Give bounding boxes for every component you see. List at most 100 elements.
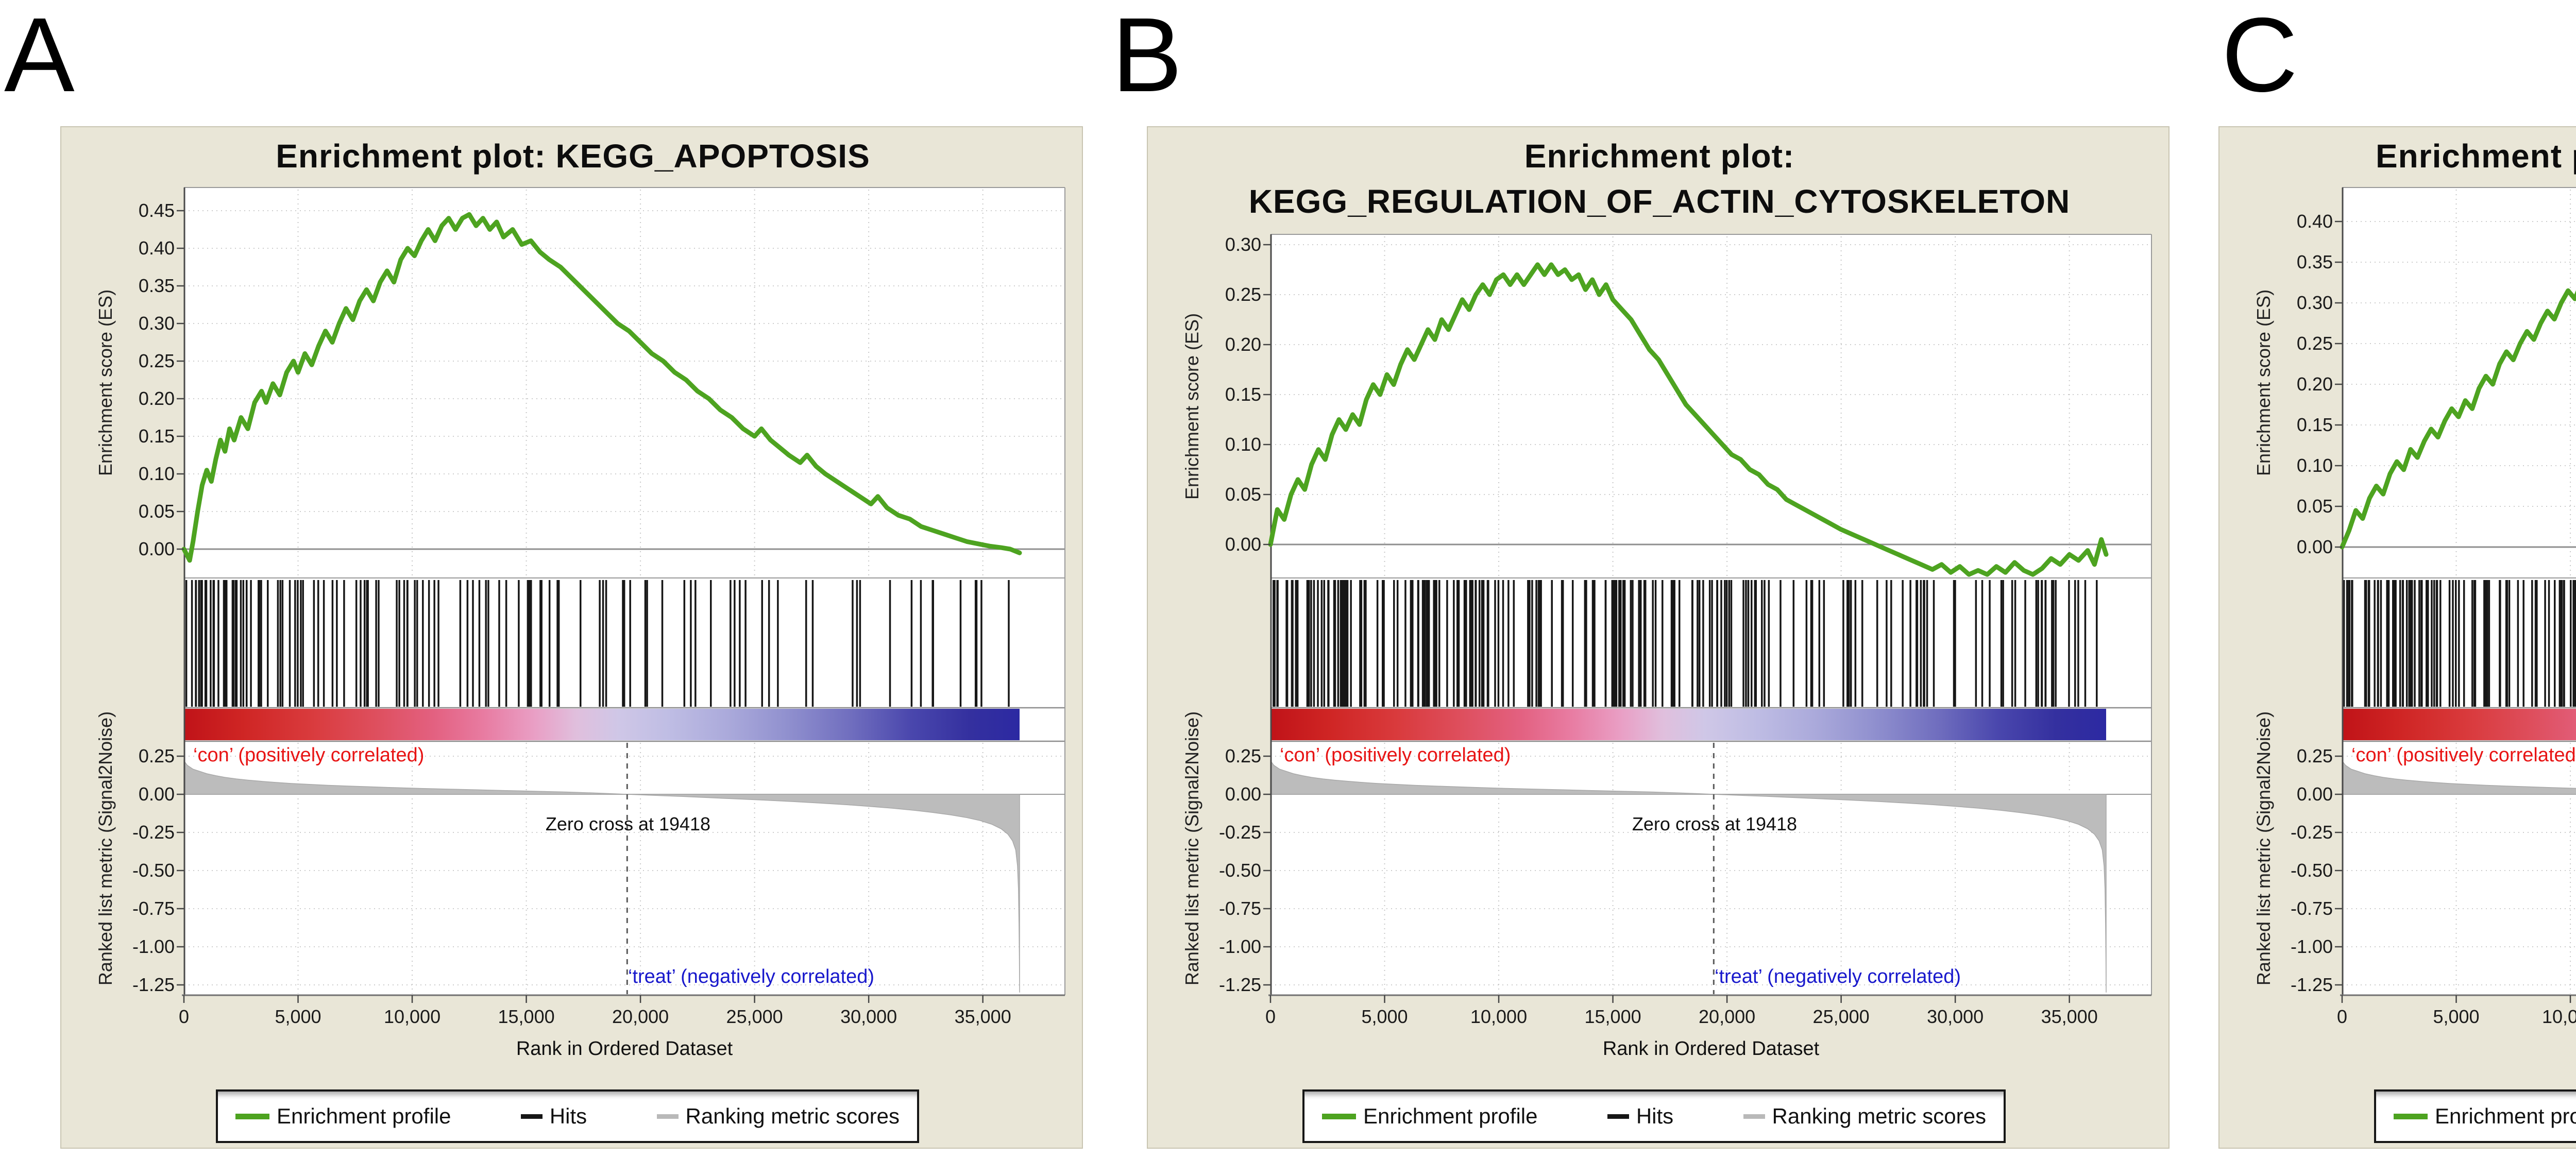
negatively-correlated-annotation: ‘treat’ (negatively correlated) bbox=[628, 966, 875, 987]
positively-correlated-annotation: ‘con’ (positively correlated) bbox=[193, 744, 425, 766]
x-tick-label: 10,000 bbox=[2541, 1006, 2576, 1027]
x-tick-label: 15,000 bbox=[1584, 1006, 1641, 1027]
legend-item-hits: Hits bbox=[1607, 1104, 1673, 1129]
x-tick-label: 5,000 bbox=[275, 1006, 321, 1027]
phenotype-colorbar bbox=[184, 709, 1020, 740]
legend: Enrichment profile Hits Ranking metric s… bbox=[1302, 1089, 2006, 1143]
x-tick-label: 25,000 bbox=[726, 1006, 783, 1027]
legend-label: Enrichment profile bbox=[277, 1104, 451, 1128]
es-tick-label: 0.15 bbox=[138, 425, 175, 447]
hits-line-icon bbox=[1607, 1114, 1629, 1119]
x-tick-label: 5,000 bbox=[2433, 1006, 2480, 1027]
rank-tick-label: -0.50 bbox=[1218, 860, 1261, 881]
x-axis-label: Rank in Ordered Dataset bbox=[1602, 1038, 1820, 1060]
plot-title-line: Enrichment plot: KEGG_APOPTOSIS bbox=[276, 138, 870, 175]
legend-item-ranking-metric: Ranking metric scores bbox=[1743, 1104, 1986, 1129]
x-tick-label: 35,000 bbox=[954, 1006, 1011, 1027]
plot-title: Enrichment plot: KEGG_REGULATION_OF_ACTI… bbox=[1219, 133, 2100, 224]
phenotype-colorbar bbox=[1270, 709, 2106, 740]
es-tick-label: 0.00 bbox=[1225, 534, 1261, 555]
rank-tick-label: -1.00 bbox=[132, 936, 175, 957]
x-tick-label: 15,000 bbox=[498, 1006, 555, 1027]
legend: Enrichment profile Hits Ranking metric s… bbox=[216, 1089, 919, 1143]
es-tick-label: 0.35 bbox=[2296, 251, 2333, 272]
panel-label-a: A bbox=[4, 0, 75, 114]
es-tick-label: 0.45 bbox=[138, 200, 175, 221]
rank-tick-label: 0.00 bbox=[2296, 783, 2333, 805]
enrichment-profile-curve bbox=[2340, 288, 2576, 550]
es-tick-label: 0.30 bbox=[1225, 234, 1261, 255]
rank-tick-label: 0.25 bbox=[1225, 745, 1261, 766]
rank-tick-label: -0.25 bbox=[132, 822, 175, 843]
x-tick-label: 10,000 bbox=[1470, 1006, 1528, 1027]
es-tick-label: 0.30 bbox=[138, 313, 175, 334]
x-axis-label: Rank in Ordered Dataset bbox=[2342, 1038, 2576, 1060]
es-tick-label: 0.40 bbox=[138, 237, 175, 259]
es-tick-label: 0.35 bbox=[138, 275, 175, 296]
rank-tick-label: -0.50 bbox=[2290, 860, 2333, 881]
es-tick-label: 0.20 bbox=[138, 388, 175, 409]
x-tick-label: 25,000 bbox=[1812, 1006, 1870, 1027]
es-tick-label: 0.00 bbox=[138, 538, 175, 559]
legend-item-ranking-metric: Ranking metric scores bbox=[656, 1104, 900, 1129]
x-tick-label: 30,000 bbox=[1927, 1006, 1984, 1027]
x-tick-label: 0 bbox=[178, 1006, 190, 1027]
ranking-metric-line-icon bbox=[1743, 1114, 1765, 1119]
positively-correlated-annotation: ‘con’ (positively correlated) bbox=[2351, 744, 2576, 766]
chart-svg bbox=[2335, 187, 2576, 1003]
rank-tick-label: -1.00 bbox=[2290, 936, 2333, 957]
es-tick-label: 0.25 bbox=[2296, 333, 2333, 354]
es-tick-label: 0.20 bbox=[1225, 334, 1261, 355]
enrichment-plot-panel-a: Enrichment plot: KEGG_APOPTOSIS Enrichme… bbox=[60, 126, 1083, 1149]
ranking-metric-area bbox=[2342, 759, 2576, 795]
es-tick-label: 0.10 bbox=[138, 463, 175, 484]
hits-line-icon bbox=[520, 1114, 543, 1119]
legend-label: Hits bbox=[549, 1104, 587, 1128]
es-tick-label: 0.20 bbox=[2296, 373, 2333, 395]
enrichment-plot-panel-b: Enrichment plot: KEGG_REGULATION_OF_ACTI… bbox=[1147, 126, 2170, 1149]
plot-title-line: KEGG_REGULATION_OF_ACTIN_CYTOSKELETON bbox=[1248, 183, 2071, 220]
es-tick-label: 0.05 bbox=[1225, 484, 1261, 505]
panel-label-c: C bbox=[2222, 0, 2298, 114]
ranking-metric-line-icon bbox=[656, 1114, 679, 1119]
legend-label: Ranking metric scores bbox=[685, 1104, 900, 1128]
enrichment-profile-line-icon bbox=[2394, 1113, 2428, 1119]
chart-svg bbox=[177, 187, 1065, 1003]
x-tick-label: 5,000 bbox=[1361, 1006, 1408, 1027]
x-tick-label: 0 bbox=[1265, 1006, 1276, 1027]
es-tick-label: 0.05 bbox=[138, 501, 175, 522]
legend-label: Enrichment profile bbox=[1363, 1104, 1538, 1128]
rank-tick-label: -1.25 bbox=[1218, 974, 1261, 995]
panel-label-b: B bbox=[1112, 0, 1182, 114]
es-tick-label: 0.30 bbox=[2296, 292, 2333, 313]
x-tick-label: 30,000 bbox=[840, 1006, 897, 1027]
legend: Enrichment profile Hits Ranking metric s… bbox=[2374, 1089, 2576, 1143]
es-tick-label: 0.40 bbox=[2296, 211, 2333, 232]
plot-title: Enrichment plot: KEGG_FOCAL_ADHESION bbox=[2291, 133, 2576, 179]
positively-correlated-annotation: ‘con’ (positively correlated) bbox=[1280, 744, 1511, 766]
ranking-metric-area bbox=[1270, 759, 2107, 993]
plot-title: Enrichment plot: KEGG_APOPTOSIS bbox=[132, 133, 1013, 179]
chart-svg bbox=[1263, 234, 2152, 1003]
x-tick-label: 20,000 bbox=[612, 1006, 669, 1027]
rank-tick-label: -0.25 bbox=[2290, 822, 2333, 843]
rank-tick-label: -0.25 bbox=[1218, 822, 1261, 843]
plot-title-line: Enrichment plot: bbox=[1524, 138, 1795, 175]
plot-background bbox=[1270, 234, 2151, 995]
zero-cross-annotation: Zero cross at 19418 bbox=[1632, 813, 1798, 834]
legend-item-enrichment-profile: Enrichment profile bbox=[1322, 1104, 1537, 1129]
es-tick-label: 0.25 bbox=[138, 350, 175, 371]
enrichment-profile-line-icon bbox=[1322, 1113, 1356, 1119]
rank-tick-label: -0.75 bbox=[2290, 898, 2333, 919]
x-tick-label: 10,000 bbox=[383, 1006, 441, 1027]
x-tick-label: 20,000 bbox=[1699, 1006, 1756, 1027]
rank-tick-label: -1.25 bbox=[2290, 974, 2333, 995]
x-tick-label: 0 bbox=[2336, 1006, 2348, 1027]
es-tick-label: 0.15 bbox=[1225, 384, 1261, 405]
legend-label: Enrichment profile bbox=[2435, 1104, 2576, 1128]
legend-item-enrichment-profile: Enrichment profile bbox=[235, 1104, 451, 1129]
rank-tick-label: -0.75 bbox=[1218, 898, 1261, 919]
es-tick-label: 0.00 bbox=[2296, 536, 2333, 557]
enrichment-profile-curve bbox=[1268, 262, 2109, 577]
